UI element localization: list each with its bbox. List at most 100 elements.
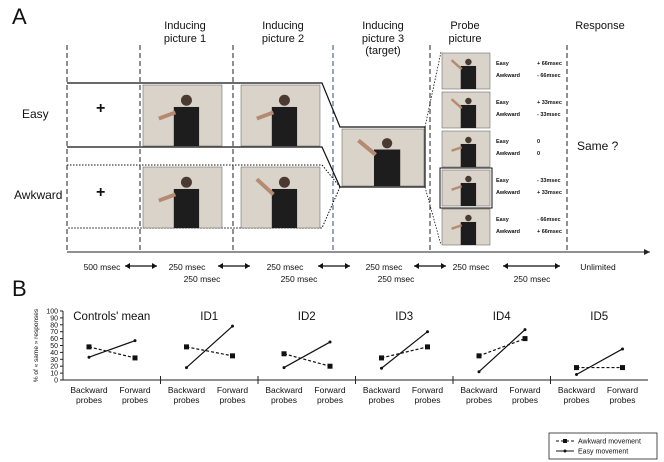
probe-label: Awkward: [496, 190, 521, 196]
y-tick-label: 10: [50, 371, 58, 378]
legend-box: [548, 432, 658, 460]
point-marker: [184, 344, 189, 350]
photo-body: [173, 106, 200, 146]
photo-body: [460, 104, 477, 128]
x-tick-label: Forward probes: [314, 385, 346, 405]
x-tick-label: Forward probes: [216, 385, 249, 405]
point-marker: [282, 366, 286, 370]
series-line: [576, 348, 623, 376]
duration-label: 500 msec: [83, 262, 121, 272]
point-marker: [425, 344, 430, 350]
probe-label: Easy: [496, 178, 509, 184]
y-tick-label: 50: [50, 343, 58, 350]
photo-body: [460, 221, 477, 245]
photo-head: [465, 97, 472, 105]
point-marker: [87, 355, 91, 359]
duration-label: 250 msec: [280, 274, 318, 284]
point-marker: [231, 324, 234, 328]
duration-label: 250 msec: [168, 262, 206, 272]
point-marker: [132, 355, 138, 361]
point-marker: [523, 328, 527, 332]
x-tick-label: Backward probes: [70, 385, 108, 405]
y-tick-label: 30: [50, 357, 58, 364]
legend-label: Easy movement: [578, 449, 628, 456]
point-marker: [328, 340, 332, 344]
probe-offset: - 66msec: [537, 217, 561, 223]
x-tick-label: Backward probes: [362, 385, 401, 405]
photo-head: [465, 175, 472, 183]
chart-title: ID5: [590, 311, 609, 323]
photo-head: [180, 94, 192, 106]
x-tick-label: Backward probes: [460, 385, 498, 405]
chart-title: ID3: [395, 311, 414, 323]
timeline-arrowhead: [644, 249, 650, 255]
point-marker: [185, 366, 188, 370]
photo-arm: [450, 59, 463, 71]
photo-body: [271, 106, 298, 146]
easy-frame: [67, 82, 426, 188]
series-line: [88, 346, 136, 359]
photo-body: [460, 143, 477, 167]
duration-label: 250 msec: [183, 274, 221, 284]
photo-body: [460, 182, 477, 206]
series-line: [381, 346, 428, 359]
point-marker: [86, 344, 92, 350]
photo-arm: [450, 98, 463, 110]
duration-label: 250 msec: [266, 262, 304, 272]
photo-arm: [256, 110, 275, 121]
y-tick-label: 0: [54, 378, 58, 385]
photo-body: [173, 188, 200, 228]
y-tick-label: 20: [50, 364, 58, 371]
photo-body: [271, 188, 298, 228]
series-line: [283, 341, 331, 369]
probe-offset: + 66msec: [537, 61, 562, 67]
point-marker: [522, 336, 528, 342]
x-tick-label: Backward probes: [167, 385, 206, 405]
point-marker: [327, 363, 333, 369]
probe-highlight: [439, 167, 493, 209]
x-tick-label: Forward probes: [509, 385, 541, 405]
x-tick-label: Forward probes: [119, 385, 151, 405]
y-tick-label: 70: [50, 329, 58, 336]
photo-arm: [451, 224, 463, 230]
column-header: Inducing picture 3 (target): [361, 20, 405, 58]
probe-offset: - 66msec: [537, 73, 561, 79]
panel-label: B: [12, 276, 27, 301]
photo-arm: [158, 192, 177, 203]
photo-head: [465, 214, 472, 222]
chart-title: ID1: [200, 311, 219, 323]
photo-arm: [451, 185, 463, 191]
panel-label: A: [12, 4, 27, 29]
probe-offset: + 33msec: [537, 190, 562, 196]
point-marker: [574, 365, 579, 371]
awkward-frame: [67, 164, 341, 229]
series-line: [88, 340, 136, 358]
series-line: [186, 346, 233, 357]
y-axis-label: % of « same » responses: [33, 308, 40, 382]
legend-marker: [563, 439, 567, 443]
photo-body: [460, 65, 477, 89]
point-marker: [477, 370, 481, 374]
series-line: [283, 353, 331, 367]
photo-arm: [451, 146, 463, 152]
probe-label: Awkward: [496, 73, 521, 79]
point-marker: [476, 353, 482, 359]
duration-label: 250 msec: [377, 274, 415, 284]
point-marker: [379, 355, 384, 361]
legend-marker: [563, 449, 567, 453]
photo-head: [278, 176, 290, 188]
legend-label: Awkward movement: [578, 439, 641, 446]
point-marker: [230, 353, 235, 359]
probe-offset: 0: [537, 139, 541, 145]
duration-label: Unlimited: [580, 262, 616, 272]
point-marker: [621, 347, 624, 351]
point-marker: [281, 351, 287, 357]
y-tick-label: 40: [50, 350, 58, 357]
photo-head: [278, 94, 290, 106]
series-line: [186, 325, 233, 369]
probe-offset: + 66msec: [537, 229, 562, 235]
photo-head: [465, 58, 472, 66]
x-tick-label: Backward probes: [557, 385, 596, 405]
x-tick-label: Backward probes: [265, 385, 303, 405]
